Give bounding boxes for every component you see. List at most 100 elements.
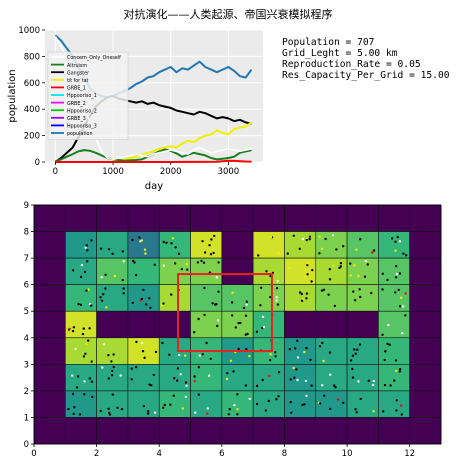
- agent-dot: [200, 259, 203, 263]
- agent-dot: [321, 247, 324, 250]
- agent-dot: [184, 381, 188, 384]
- agent-dot: [171, 237, 175, 240]
- agent-dot: [217, 261, 220, 264]
- agent-dot: [244, 333, 247, 336]
- agent-dot: [197, 366, 200, 369]
- grid-cell: [190, 257, 223, 285]
- agent-dot: [237, 347, 240, 351]
- x-tick-label: 3000: [218, 167, 240, 177]
- agent-dot: [227, 413, 230, 416]
- agent-dot: [228, 408, 231, 411]
- y-tick-label: 1: [24, 413, 29, 423]
- agent-dot: [236, 413, 239, 416]
- agent-dot: [107, 354, 110, 357]
- agent-dot: [213, 234, 216, 238]
- agent-dot: [260, 286, 263, 289]
- agent-dot: [323, 394, 326, 397]
- agent-dot: [244, 384, 248, 387]
- agent-dot: [236, 408, 239, 411]
- agent-dot: [162, 406, 165, 409]
- stat-grid-length: Grid_Leght = 5.00 km: [282, 48, 398, 59]
- agent-dot: [102, 293, 105, 296]
- agent-dot: [197, 317, 200, 321]
- agent-dot: [370, 291, 373, 295]
- agent-dot: [179, 373, 182, 376]
- agent-dot: [225, 377, 229, 381]
- agent-dot: [358, 288, 361, 291]
- agent-dot: [354, 408, 357, 411]
- agent-dot: [72, 326, 76, 329]
- stats-panel: Population = 707 Grid_Leght = 5.00 km Repr…: [282, 37, 450, 81]
- agent-dot: [111, 393, 115, 396]
- agent-dot: [383, 358, 386, 362]
- agent-dot: [215, 276, 218, 279]
- agent-dot: [74, 347, 77, 351]
- agent-dot: [300, 292, 303, 296]
- y-tick-label: 600: [24, 79, 40, 89]
- legend-label: Hppooriso_2: [67, 108, 97, 114]
- agent-dot: [304, 379, 308, 383]
- agent-dot: [358, 343, 362, 346]
- y-tick-label: 9: [24, 201, 29, 211]
- agent-dot: [372, 249, 376, 252]
- grid-cell: [221, 257, 254, 285]
- agent-dot: [71, 329, 75, 333]
- grid-cell: [127, 284, 160, 312]
- agent-dot: [298, 247, 301, 250]
- agent-dot: [388, 343, 391, 346]
- agent-dot: [394, 264, 398, 268]
- agent-dot: [138, 236, 141, 239]
- agent-dot: [162, 302, 165, 305]
- agent-dot: [142, 404, 146, 408]
- agent-dot: [295, 368, 298, 371]
- agent-dot: [311, 268, 314, 272]
- agent-dot: [318, 402, 322, 405]
- agent-dot: [75, 386, 79, 389]
- legend-label: Hppooriso_3: [67, 124, 97, 130]
- agent-dot: [173, 262, 177, 265]
- agent-dot: [395, 369, 398, 372]
- y-tick-label: 4: [24, 334, 29, 344]
- grid-cell: [252, 417, 285, 445]
- agent-dot: [338, 266, 341, 270]
- agent-dot: [310, 384, 313, 387]
- agent-dot: [116, 406, 119, 409]
- grid-cell: [284, 204, 317, 232]
- agent-dot: [301, 403, 304, 407]
- grid-cell: [127, 204, 160, 232]
- agent-dot: [398, 370, 401, 373]
- agent-dot: [334, 386, 337, 389]
- grid-cell: [127, 231, 160, 259]
- agent-dot: [206, 407, 209, 410]
- agent-dot: [104, 287, 107, 290]
- agent-dot: [328, 351, 332, 354]
- agent-dot: [68, 327, 71, 331]
- grid-cell: [378, 364, 410, 392]
- agent-dot: [232, 370, 235, 373]
- agent-dot: [386, 342, 389, 346]
- agent-dot: [329, 373, 332, 376]
- stat-population: Population = 707: [282, 37, 375, 48]
- agent-dot: [86, 249, 89, 252]
- stat-reproduction-rate: Reproduction_Rate = 0.05: [282, 59, 421, 70]
- legend-label: GRBE_2: [67, 101, 86, 107]
- agent-dot: [321, 341, 324, 345]
- agent-dot: [324, 237, 327, 241]
- agent-dot: [363, 275, 367, 278]
- grid-cell: [65, 390, 97, 418]
- agent-dot: [202, 261, 206, 264]
- agent-dot: [107, 248, 111, 251]
- agent-dot: [331, 234, 335, 237]
- legend-label: GRBE_3: [67, 116, 86, 122]
- agent-dot: [173, 377, 176, 380]
- agent-dot: [84, 352, 87, 355]
- agent-dot: [268, 374, 271, 378]
- agent-dot: [193, 331, 196, 334]
- agent-dot: [83, 380, 86, 383]
- grid-cell: [33, 284, 66, 312]
- grid-cell: [33, 231, 66, 259]
- agent-dot: [185, 262, 188, 266]
- grid-cell: [127, 257, 160, 285]
- agent-dot: [245, 347, 248, 351]
- agent-dot: [120, 407, 124, 411]
